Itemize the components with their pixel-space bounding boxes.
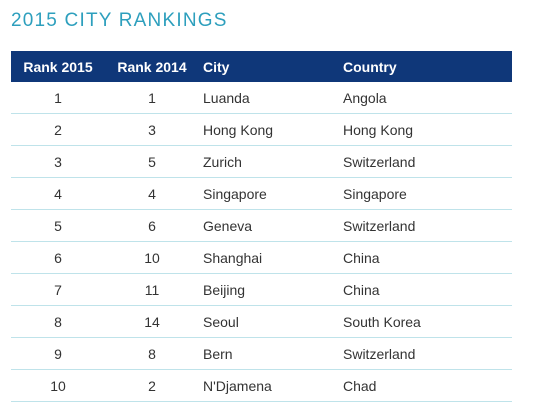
cell-rank-2014: 8 xyxy=(105,337,199,370)
table-body: 1 1 Luanda Angola 2 3 Hong Kong Hong Kon… xyxy=(11,82,512,402)
cell-city: Beijing xyxy=(199,273,339,306)
cell-rank-2015: 1 xyxy=(11,82,105,114)
table-row: 5 6 Geneva Switzerland xyxy=(11,209,512,242)
cell-country: South Korea xyxy=(339,305,512,338)
cell-city: Zurich xyxy=(199,145,339,178)
cell-city: Geneva xyxy=(199,209,339,242)
cell-rank-2014: 1 xyxy=(105,82,199,114)
cell-rank-2015: 9 xyxy=(11,337,105,370)
cell-rank-2014: 4 xyxy=(105,177,199,210)
cell-rank-2015: 6 xyxy=(11,241,105,274)
table-row: 1 1 Luanda Angola xyxy=(11,82,512,114)
cell-city: Shanghai xyxy=(199,241,339,274)
cell-country: Singapore xyxy=(339,177,512,210)
cell-rank-2015: 8 xyxy=(11,305,105,338)
cell-rank-2014: 10 xyxy=(105,241,199,274)
table-row: 2 3 Hong Kong Hong Kong xyxy=(11,113,512,146)
table-row: 9 8 Bern Switzerland xyxy=(11,337,512,370)
cell-rank-2015: 2 xyxy=(11,113,105,146)
header-row: Rank 2015 Rank 2014 City Country xyxy=(11,51,512,82)
table-row: 3 5 Zurich Switzerland xyxy=(11,145,512,178)
cell-country: China xyxy=(339,241,512,274)
cell-rank-2015: 7 xyxy=(11,273,105,306)
cell-country: Switzerland xyxy=(339,145,512,178)
cell-city: Bern xyxy=(199,337,339,370)
cell-country: Switzerland xyxy=(339,337,512,370)
cell-rank-2015: 4 xyxy=(11,177,105,210)
cell-city: Seoul xyxy=(199,305,339,338)
city-rankings-table: Rank 2015 Rank 2014 City Country 1 1 Lua… xyxy=(11,51,512,402)
header-city: City xyxy=(199,51,339,82)
cell-country: Angola xyxy=(339,82,512,114)
table-row: 8 14 Seoul South Korea xyxy=(11,305,512,338)
table-row: 4 4 Singapore Singapore xyxy=(11,177,512,210)
header-rank-2014: Rank 2014 xyxy=(105,51,199,82)
cell-rank-2015: 10 xyxy=(11,369,105,402)
cell-rank-2014: 11 xyxy=(105,273,199,306)
cell-rank-2014: 6 xyxy=(105,209,199,242)
cell-city: N'Djamena xyxy=(199,369,339,402)
cell-rank-2015: 5 xyxy=(11,209,105,242)
table-row: 6 10 Shanghai China xyxy=(11,241,512,274)
cell-country: Chad xyxy=(339,369,512,402)
cell-country: Hong Kong xyxy=(339,113,512,146)
cell-rank-2015: 3 xyxy=(11,145,105,178)
cell-rank-2014: 2 xyxy=(105,369,199,402)
table-row: 7 11 Beijing China xyxy=(11,273,512,306)
cell-country: Switzerland xyxy=(339,209,512,242)
cell-rank-2014: 14 xyxy=(105,305,199,338)
table-header: Rank 2015 Rank 2014 City Country xyxy=(11,51,512,82)
header-country: Country xyxy=(339,51,512,82)
page-title: 2015 CITY RANKINGS xyxy=(11,10,228,31)
cell-rank-2014: 3 xyxy=(105,113,199,146)
cell-city: Singapore xyxy=(199,177,339,210)
cell-city: Luanda xyxy=(199,82,339,114)
cell-city: Hong Kong xyxy=(199,113,339,146)
table-row: 10 2 N'Djamena Chad xyxy=(11,369,512,402)
header-rank-2015: Rank 2015 xyxy=(11,51,105,82)
cell-country: China xyxy=(339,273,512,306)
cell-rank-2014: 5 xyxy=(105,145,199,178)
